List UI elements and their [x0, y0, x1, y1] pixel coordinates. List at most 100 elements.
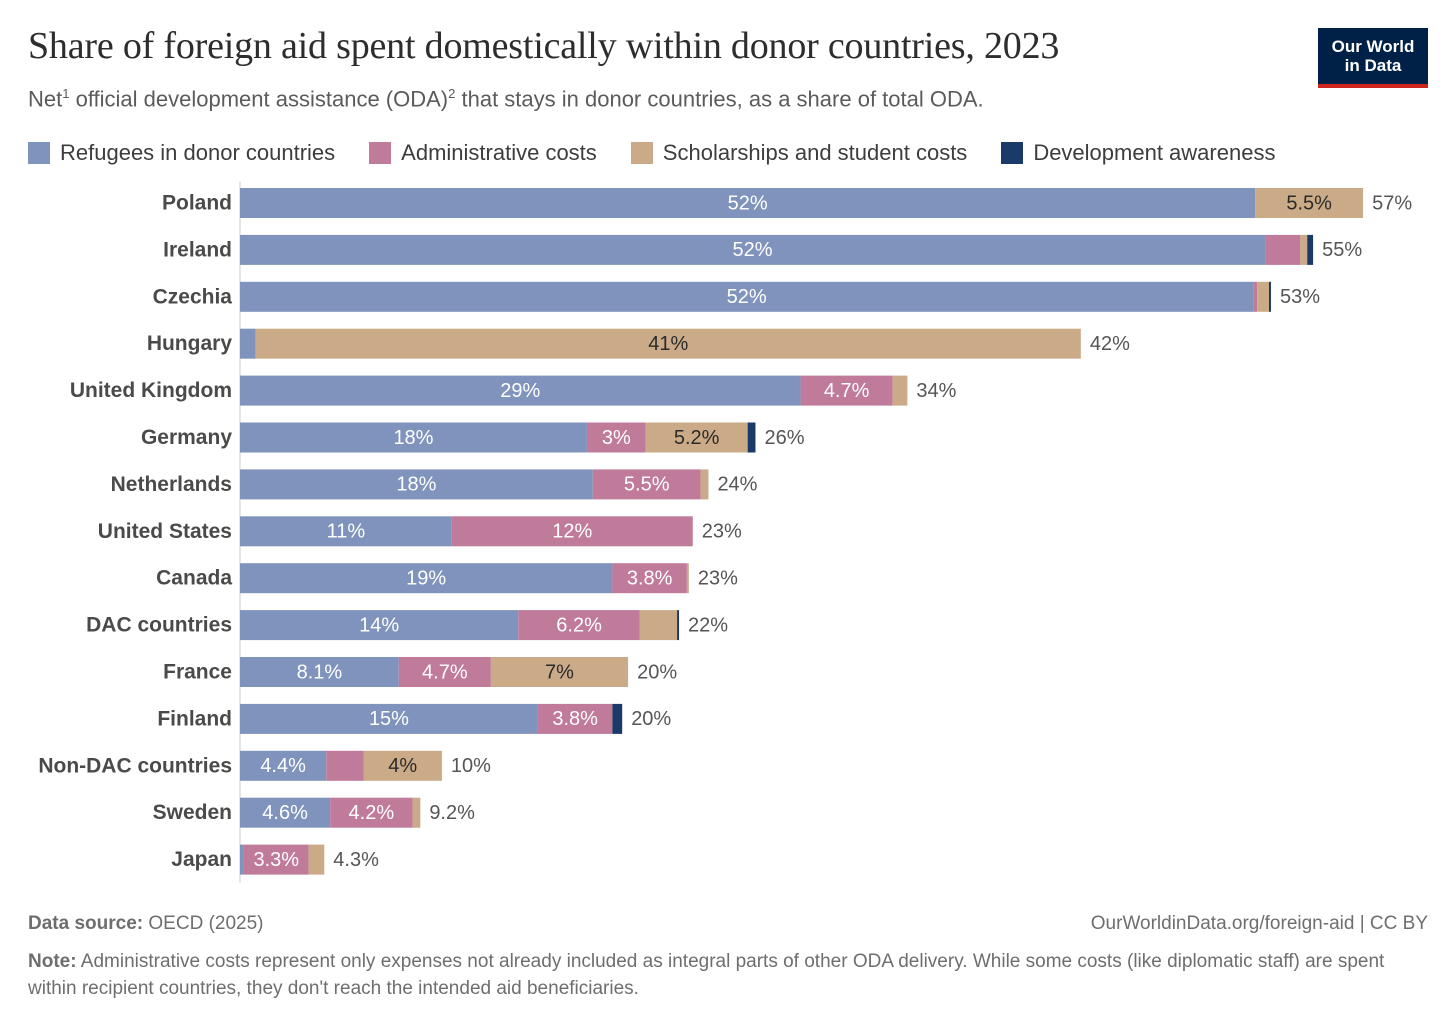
legend-item-scholarships[interactable]: Scholarships and student costs — [630, 140, 968, 166]
bar-segment-scholarships — [639, 610, 678, 641]
data-label-admin: 12% — [552, 521, 592, 543]
data-label-scholarships: 41% — [648, 333, 688, 355]
total-label: 20% — [631, 708, 671, 730]
bar-segment-awareness — [1269, 281, 1271, 312]
legend-label-refugees: Refugees in donor countries — [60, 140, 336, 165]
data-label-refugees: 29% — [500, 380, 540, 402]
bar-segment-admin — [612, 563, 687, 594]
footnote-marker-1: 1 — [62, 86, 70, 101]
data-label-scholarships: 7% — [545, 661, 574, 683]
data-label-admin: 4.2% — [349, 802, 395, 824]
note-label: Note: — [28, 951, 77, 972]
legend-item-admin[interactable]: Administrative costs — [369, 140, 597, 166]
data-source-value: OECD (2025) — [148, 913, 264, 934]
bar-segment-refugees — [240, 328, 256, 359]
data-label-refugees: 14% — [359, 614, 399, 636]
legend-label-awareness: Development awareness — [1033, 140, 1276, 165]
bar-segment-admin — [518, 610, 640, 641]
data-source-label: Data source: — [28, 913, 144, 934]
bar-segment-refugees — [240, 750, 327, 781]
category-label: Ireland — [163, 238, 232, 261]
data-label-refugees: 18% — [393, 427, 433, 449]
category-label: France — [163, 661, 232, 684]
data-label-refugees: 52% — [727, 286, 767, 308]
category-label: United Kingdom — [70, 379, 232, 402]
chart-legend: Refugees in donor countries Administrati… — [28, 136, 1275, 170]
bar-segment-refugees — [240, 281, 1254, 312]
bar-segment-refugees — [240, 703, 538, 734]
bar-segment-scholarships — [363, 750, 442, 781]
bar-segment-refugees — [240, 188, 1256, 218]
bar-segment-admin — [398, 657, 491, 687]
chart-note: Note: Administrative costs represent onl… — [28, 948, 1428, 1002]
bar-segment-scholarships — [1257, 281, 1269, 312]
data-label-admin: 3.3% — [253, 849, 299, 871]
legend-swatch-scholarships — [630, 142, 653, 164]
legend-item-awareness[interactable]: Development awareness — [1001, 140, 1275, 166]
note-text: Administrative costs represent only expe… — [28, 951, 1385, 999]
bar-segment-scholarships — [700, 469, 709, 500]
category-label: Germany — [141, 426, 232, 449]
data-source: Data source: OECD (2025) — [28, 913, 264, 935]
chart-title: Share of foreign aid spent domestically … — [28, 25, 1060, 67]
bar-segment-scholarships — [645, 422, 748, 453]
data-label-admin: 4.7% — [824, 380, 870, 402]
bar-segment-admin — [326, 750, 364, 781]
bar-segment-refugees — [240, 797, 331, 828]
total-label: 20% — [637, 661, 677, 683]
category-label: United States — [98, 520, 232, 543]
data-label-admin: 4.7% — [422, 661, 468, 683]
legend-label-admin: Administrative costs — [401, 140, 597, 165]
bar-segment-refugees — [240, 516, 452, 547]
bar-segment-refugees — [240, 610, 519, 641]
bar-segment-admin — [537, 703, 613, 734]
data-label-admin: 3% — [602, 427, 631, 449]
category-label: Japan — [171, 848, 232, 871]
bar-segment-admin — [800, 375, 893, 406]
data-label-refugees: 52% — [728, 192, 768, 214]
bar-segment-refugees — [240, 234, 1266, 265]
data-label-admin: 3.8% — [552, 708, 598, 730]
category-label: Czechia — [153, 285, 233, 308]
data-label-refugees: 11% — [327, 521, 366, 543]
total-label: 26% — [764, 427, 804, 449]
data-label-admin: 3.8% — [627, 567, 673, 589]
total-label: 55% — [1322, 239, 1362, 261]
data-label-refugees: 52% — [733, 239, 773, 261]
category-label: DAC countries — [86, 614, 232, 637]
logo-line-1: Our World — [1331, 37, 1415, 56]
data-label-admin: 5.5% — [624, 474, 670, 496]
footnote-marker-2: 2 — [448, 86, 456, 101]
bar-segment-admin — [243, 844, 309, 875]
bar-segment-scholarships — [255, 328, 1081, 359]
stacked-bar-chart: Poland 52% 5.5% 57% Ireland 52% 55% Czechia 52% 5… — [38, 182, 1412, 883]
category-label: Non-DAC countries — [38, 754, 232, 777]
bar-segment-scholarships — [892, 375, 908, 406]
bar-segment-refugees — [240, 375, 801, 406]
legend-label-scholarships: Scholarships and student costs — [662, 140, 968, 165]
bar-segment-scholarships — [1255, 188, 1364, 218]
bar-segment-scholarships — [686, 563, 689, 594]
logo-line-2: in Data — [1344, 56, 1402, 75]
bar-segment-scholarships — [490, 657, 629, 687]
bar-segment-refugees — [240, 563, 613, 594]
owid-logo[interactable]: Our World in Data — [1318, 28, 1428, 88]
data-label-refugees: 4.6% — [262, 802, 308, 824]
total-label: 10% — [451, 755, 491, 777]
bar-segment-refugees — [240, 657, 399, 687]
legend-item-refugees[interactable]: Refugees in donor countries — [28, 140, 335, 166]
category-label: Hungary — [147, 332, 233, 355]
total-label: 57% — [1372, 192, 1412, 214]
credit-link[interactable]: OurWorldinData.org/foreign-aid | CC BY — [1090, 913, 1428, 934]
bar-segment-admin — [1265, 234, 1301, 265]
total-label: 24% — [717, 474, 757, 496]
bar-segment-admin — [330, 797, 413, 828]
bar-segment-admin — [586, 422, 646, 453]
category-label: Finland — [157, 707, 232, 730]
category-label: Canada — [156, 567, 232, 590]
bar-segment-awareness — [1307, 234, 1314, 265]
bar-segment-awareness — [747, 422, 756, 453]
category-label: Sweden — [153, 801, 232, 824]
legend-swatch-awareness — [1001, 142, 1024, 164]
bar-segment-scholarships — [1300, 234, 1308, 265]
